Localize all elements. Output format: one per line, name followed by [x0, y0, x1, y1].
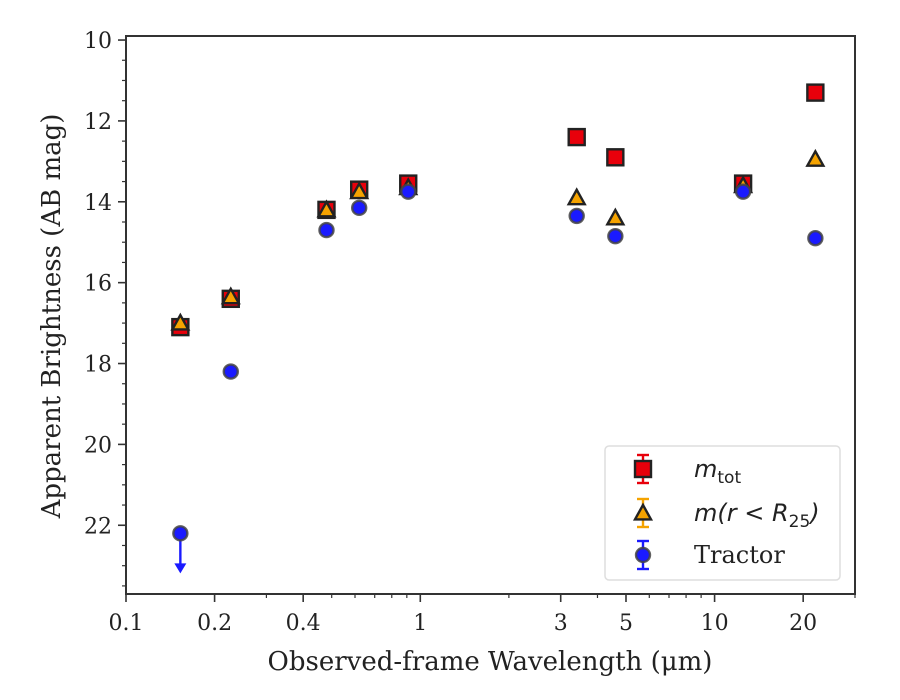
- y-tick-label: 16: [84, 272, 112, 297]
- data-point-circle: [607, 227, 624, 245]
- data-point-triangle: [170, 312, 191, 331]
- y-tick-label: 18: [84, 353, 112, 378]
- data-point-circle: [807, 229, 824, 247]
- x-tick-label: 1: [413, 611, 427, 636]
- axes: 0.1 0.2 0.4 1 3 5 10 20 10 12 14 16 18 20 22: [84, 29, 856, 636]
- x-tick-label: 0.2: [197, 611, 232, 636]
- y-tick-label: 20: [84, 433, 112, 458]
- plot-frame: [125, 35, 856, 595]
- x-tick-label: 5: [619, 611, 633, 636]
- x-tick-label: 0.4: [286, 611, 321, 636]
- x-tick-label: 0.1: [109, 611, 144, 636]
- series-circle: [172, 183, 824, 574]
- y-axis-title: Apparent Brightness (AB mag): [37, 114, 67, 520]
- data-point-circle: [350, 199, 368, 217]
- legend: mtot m(r < R25) Tractor: [604, 445, 841, 581]
- y-tick-label: 14: [84, 191, 112, 216]
- y-tick-label: 12: [84, 110, 112, 135]
- data-point-circle: [400, 183, 417, 200]
- data-point-square: [567, 127, 586, 147]
- legend-marker-circle: [634, 546, 652, 564]
- upper-limit-arrow-head: [174, 563, 187, 574]
- legend-box: [604, 445, 841, 581]
- data-point-circle: [734, 183, 752, 200]
- data-point-circle: [568, 207, 585, 225]
- x-tick-label: 10: [701, 611, 729, 636]
- data-point-triangle: [605, 207, 626, 226]
- data-point-circle: [222, 363, 239, 380]
- data-point-circle: [172, 525, 189, 542]
- x-axis-title: Observed-frame Wavelength (μm): [268, 647, 713, 677]
- legend-label: m(r < R25): [694, 499, 820, 532]
- data-point-triangle: [220, 286, 241, 305]
- data-point-triangle: [805, 148, 826, 167]
- x-tick-label: 20: [789, 611, 817, 636]
- data-point-square: [606, 148, 625, 167]
- data-point-circle: [318, 221, 335, 239]
- legend-label: Tractor: [694, 541, 785, 569]
- data-point-square: [806, 83, 825, 102]
- y-tick-label: 10: [84, 29, 112, 54]
- legend-marker-triangle: [632, 502, 654, 521]
- plot-area: [170, 83, 826, 574]
- legend-label: mtot: [694, 455, 741, 488]
- data-point-triangle: [316, 199, 337, 218]
- y-tick-label: 22: [84, 514, 112, 539]
- legend-marker-square: [633, 459, 653, 479]
- data-point-triangle: [349, 181, 370, 200]
- x-tick-label: 3: [554, 611, 568, 636]
- data-point-triangle: [566, 187, 587, 206]
